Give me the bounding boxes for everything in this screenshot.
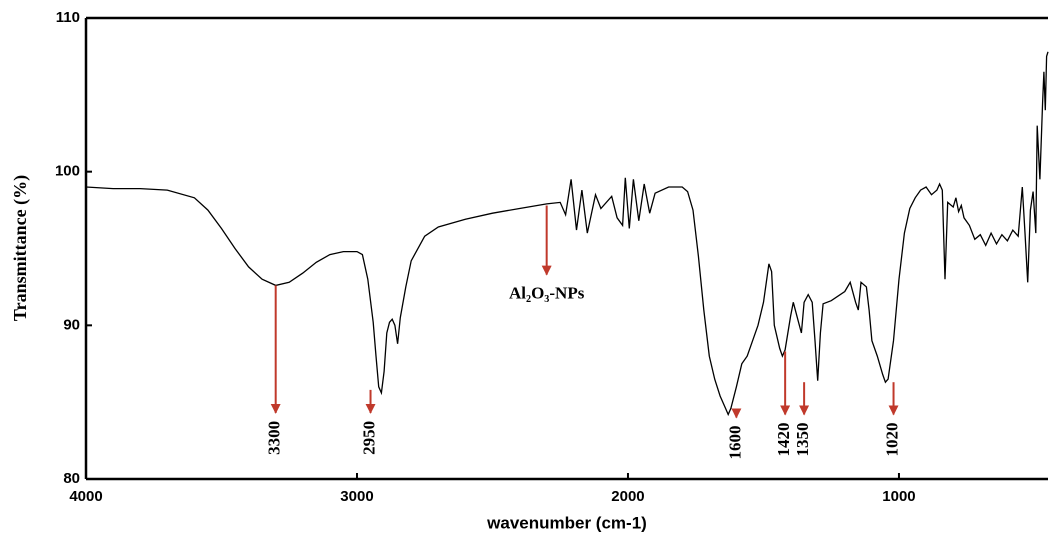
y-tick-label: 100 xyxy=(55,163,80,180)
x-tick-label: 4000 xyxy=(69,488,102,505)
annotation-label: 1600 xyxy=(725,426,744,460)
x-tick-label: 1000 xyxy=(882,488,915,505)
spectrum-line xyxy=(85,51,1049,417)
y-tick-label: 90 xyxy=(63,316,80,333)
annotation-label: 1350 xyxy=(793,422,812,456)
annotation-label: 3300 xyxy=(265,421,284,455)
y-tick-label: 110 xyxy=(56,9,80,26)
annotation-label: 2950 xyxy=(359,421,378,455)
annotation-label: 1020 xyxy=(882,422,901,456)
annotation-label: Al₂O₃-NPs xyxy=(509,284,585,303)
x-tick-label: 2000 xyxy=(611,488,644,505)
annotation-label: 1420 xyxy=(774,422,793,456)
y-tick-label: 80 xyxy=(63,470,80,487)
x-axis-title: wavenumber (cm-1) xyxy=(486,513,647,532)
x-tick-label: 3000 xyxy=(340,488,373,505)
y-axis-title: Transmittance (%) xyxy=(10,175,31,321)
